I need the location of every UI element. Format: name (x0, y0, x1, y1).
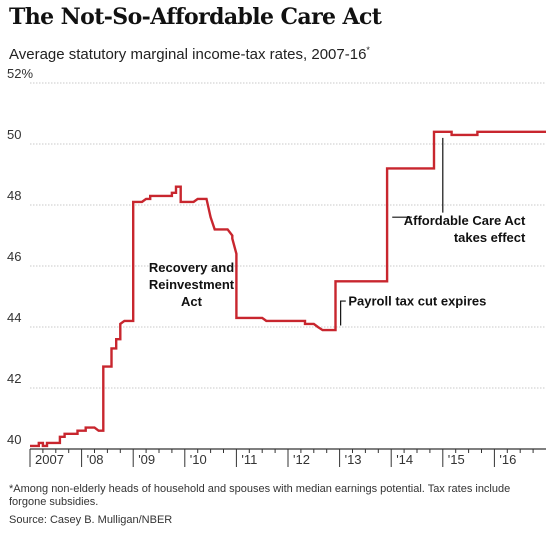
y-tick-label: 50 (7, 127, 21, 142)
y-tick-label: 48 (7, 188, 21, 203)
payroll-leader-line (340, 300, 346, 326)
annotation-line: Act (181, 294, 203, 309)
annotation: Payroll tax cut expires (348, 294, 486, 309)
source-note: Source: Casey B. Mulligan/NBER (9, 514, 173, 526)
chart-subtitle: Average statutory marginal income-tax ra… (9, 45, 370, 63)
x-tick-label: '10 (190, 452, 207, 467)
x-tick-label: '11 (241, 452, 257, 467)
y-tick-label: 44 (7, 310, 21, 325)
y-axis: 40 42 44 46 48 50 52% (7, 66, 33, 447)
chart-title: The Not-So-Affordable Care Act (9, 4, 382, 30)
x-tick-label: '08 (87, 452, 104, 467)
y-tick-label: 52% (7, 66, 33, 81)
y-tick-label: 42 (7, 371, 21, 386)
footnote-mark: * (366, 45, 370, 55)
footnote: *Among non-elderly heads of household an… (9, 483, 511, 508)
annotation: Recovery and Reinvestment Act (149, 260, 235, 309)
line-chart: 40 42 44 46 48 50 52% 2007 '08 '09 '10 '11 '12 '13 '1… (7, 66, 546, 467)
annotation-line: Recovery and (149, 260, 234, 275)
x-tick-label: '15 (448, 452, 465, 467)
annotation-line: Reinvestment (149, 277, 235, 292)
x-tick-label: '14 (396, 452, 413, 467)
x-axis: 2007 '08 '09 '10 '11 '12 '13 '14 '15 '16 (29, 449, 534, 467)
x-tick-label: '09 (138, 452, 155, 467)
x-tick-label: '13 (345, 452, 362, 467)
y-tick-label: 46 (7, 249, 21, 264)
annotations: Recovery and Reinvestment Act Payroll tax c… (149, 213, 526, 309)
annotation: Affordable Care Act takes effect (404, 213, 526, 245)
gridlines (30, 82, 546, 450)
y-tick-label: 40 (7, 432, 21, 447)
annotation-leaders (340, 137, 444, 326)
subtitle-text: Average statutory marginal income-tax ra… (9, 46, 367, 63)
x-tick-label: 2007 (35, 452, 64, 467)
series-line (30, 130, 546, 448)
x-tick-label: '12 (293, 452, 310, 467)
x-tick-label: '16 (499, 452, 516, 467)
annotation-line: Payroll tax cut expires (348, 294, 486, 309)
annotation-line: Affordable Care Act (404, 213, 526, 228)
annotation-line: takes effect (454, 230, 526, 245)
series-layer (30, 130, 546, 448)
